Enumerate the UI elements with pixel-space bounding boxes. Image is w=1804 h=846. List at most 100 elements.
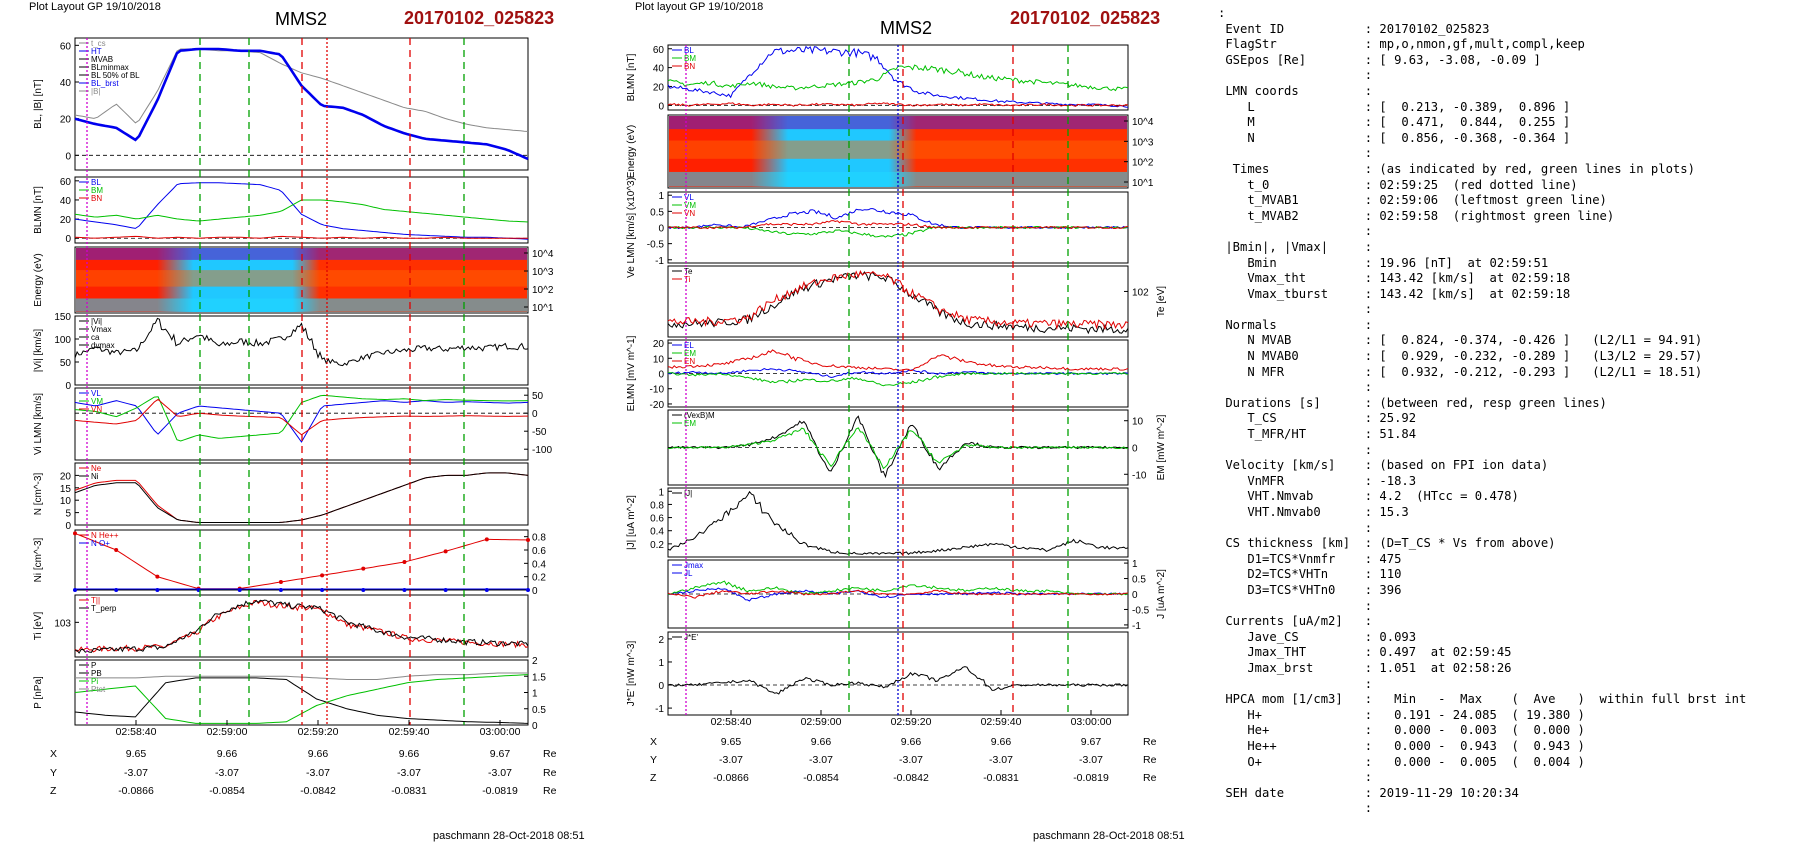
y-tick-label: 2	[532, 656, 538, 667]
y-axis-label: BL, |B| [nT]	[33, 79, 44, 129]
info-line: Vmax_tburst : 143.42 [km/s] at 02:59:18	[1218, 286, 1571, 301]
event-info-panel: : Event ID : 20170102_025823 FlagStr : m…	[1218, 6, 1804, 841]
info-line: :	[1218, 146, 1373, 161]
y-tick-label: 0.4	[532, 559, 546, 570]
info-line: Normals :	[1218, 317, 1373, 332]
ephemeris-value: 9.67	[1081, 736, 1102, 748]
left-spacecraft-title: MMS2	[275, 9, 328, 29]
y-tick-label: 60	[60, 41, 72, 52]
y-tick-label: 10^4	[1132, 117, 1154, 128]
legend-entry: VL	[684, 193, 694, 202]
info-line: :	[1218, 68, 1373, 83]
legend-entry: EL	[684, 341, 694, 350]
ephemeris-value: -0.0842	[893, 772, 929, 784]
series-point	[73, 531, 77, 536]
y-tick-label: 10	[60, 496, 72, 507]
series-point	[443, 549, 448, 554]
y-axis-label: BLMN [nT]	[626, 53, 637, 101]
ephemeris-value: -3.07	[488, 767, 512, 779]
legend-entry: EM	[684, 419, 696, 428]
info-line: T_MFR/HT : 51.84	[1218, 427, 1417, 442]
series-point	[402, 588, 407, 592]
y-tick-label: -100	[532, 445, 552, 456]
series-line-bn	[74, 235, 528, 239]
y-tick-label: 1	[658, 487, 664, 498]
series-point	[114, 588, 119, 592]
info-line: Times : (as indicated by red, green line…	[1218, 161, 1695, 176]
y-tick-label: 40	[60, 196, 72, 207]
y-tick-label: 2	[658, 635, 664, 646]
ephemeris-value: 9.67	[490, 748, 511, 760]
info-line: VHT.Nmvab0 : 15.3	[1218, 505, 1409, 519]
info-line: :	[1218, 770, 1373, 785]
y-axis-label: J*E' [nW m^-3]	[626, 641, 637, 707]
ephemeris-value: -3.07	[397, 767, 421, 779]
series-line--b-	[74, 48, 529, 132]
legend-entry: MVAB	[91, 55, 113, 64]
y-tick-label: 0	[65, 381, 71, 392]
series-point	[73, 588, 77, 592]
info-line: Currents [uA/m2] :	[1218, 614, 1373, 629]
series-line-em	[667, 427, 1129, 470]
ephemeris-value: 9.66	[901, 736, 922, 748]
series-point	[278, 580, 283, 584]
legend-entry: (VexB)M	[684, 411, 715, 420]
series-point	[361, 588, 366, 592]
series-point	[155, 588, 160, 592]
series-line-el	[667, 368, 1129, 379]
legend-entry: BN	[91, 194, 102, 203]
ephemeris-value: -0.0854	[209, 785, 245, 797]
right-panel-2: Energy (eV) 10^1 10^2 10^3 10^4	[626, 114, 1154, 189]
legend-entry: t_cs	[91, 39, 106, 48]
y-tick-label: 0.8	[532, 533, 546, 544]
info-line: L : [ 0.213, -0.389, 0.896 ]	[1218, 99, 1571, 114]
ephemeris-value: -3.07	[719, 754, 743, 766]
legend-entry: Ni	[91, 472, 99, 481]
legend: (VexB)MEM	[672, 411, 715, 428]
info-line: D3=TCS*VHTn0 : 396	[1218, 582, 1402, 597]
info-line: CS thickness [km] : (D=T_CS * Vs from ab…	[1218, 536, 1556, 551]
info-line: He+ : 0.000 - 0.003 ( 0.000 )	[1218, 723, 1585, 738]
legend-entry: BLminmax	[91, 63, 129, 72]
info-line: H+ : 0.191 - 24.085 ( 19.380 )	[1218, 707, 1585, 722]
series-point	[237, 588, 242, 592]
right-panel-6: EM [mW m^-2] -10 0 10 (VexB)MEM	[667, 409, 1167, 486]
y-tick-label: 10^2	[532, 285, 554, 296]
info-line: :	[1218, 6, 1226, 20]
y-tick-label: 60	[653, 45, 665, 56]
series-line-vl	[667, 208, 1129, 230]
series-point	[320, 573, 325, 578]
y-axis-label: N [cm^-3]	[33, 473, 44, 516]
legend-entry: Ptot	[91, 685, 106, 694]
y-tick-label: 1	[1132, 559, 1138, 570]
info-line: :	[1218, 380, 1373, 395]
legend-entry: BL 50% of BL	[91, 71, 140, 80]
series-point	[484, 588, 489, 592]
series-point	[278, 588, 283, 592]
info-line: LMN coords :	[1218, 83, 1373, 98]
series-line-jm	[667, 580, 1129, 596]
left-panel-1: BL, |B| [nT] 0 20 40 60 t_csHTMVABBLminmaxBL …	[33, 37, 529, 171]
time-tick-label: 02:58:40	[116, 726, 157, 738]
right-spacecraft-title: MMS2	[880, 18, 933, 38]
y-tick-label: 0	[532, 586, 538, 597]
info-line: Event ID : 20170102_025823	[1218, 21, 1490, 36]
y-tick-label: 10^3	[532, 267, 554, 278]
y-tick-label: 0.4	[650, 527, 664, 538]
series-point	[155, 574, 160, 579]
series-point	[114, 548, 119, 552]
legend-entry: Te	[684, 267, 693, 276]
y-tick-label: 1	[532, 689, 538, 700]
y-tick-label: 0	[658, 681, 664, 692]
series-line-vl	[74, 400, 529, 443]
ephemeris-value: 9.65	[126, 748, 147, 760]
